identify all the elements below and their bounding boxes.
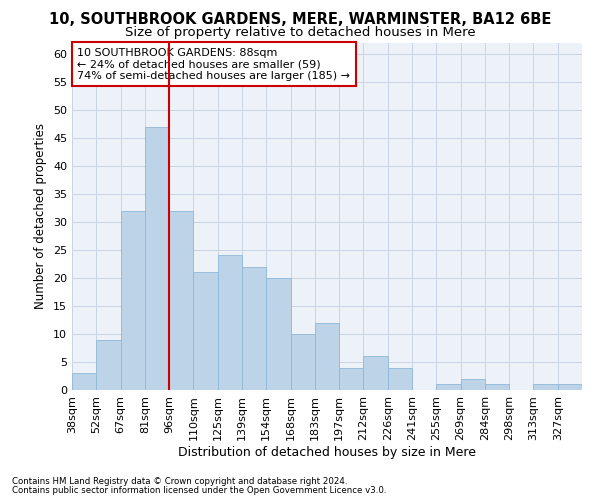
Bar xyxy=(193,272,218,390)
Bar xyxy=(436,384,461,390)
Y-axis label: Number of detached properties: Number of detached properties xyxy=(34,123,47,309)
Text: Contains public sector information licensed under the Open Government Licence v3: Contains public sector information licen… xyxy=(12,486,386,495)
Bar xyxy=(96,340,121,390)
Bar xyxy=(145,126,169,390)
Bar xyxy=(218,256,242,390)
Bar xyxy=(169,210,193,390)
Bar xyxy=(533,384,558,390)
Bar xyxy=(72,373,96,390)
Text: 10 SOUTHBROOK GARDENS: 88sqm
← 24% of detached houses are smaller (59)
74% of se: 10 SOUTHBROOK GARDENS: 88sqm ← 24% of de… xyxy=(77,48,350,81)
Bar xyxy=(242,266,266,390)
Bar xyxy=(315,322,339,390)
X-axis label: Distribution of detached houses by size in Mere: Distribution of detached houses by size … xyxy=(178,446,476,458)
Bar xyxy=(485,384,509,390)
Bar xyxy=(339,368,364,390)
Text: Contains HM Land Registry data © Crown copyright and database right 2024.: Contains HM Land Registry data © Crown c… xyxy=(12,477,347,486)
Bar xyxy=(266,278,290,390)
Bar xyxy=(461,379,485,390)
Bar xyxy=(364,356,388,390)
Text: 10, SOUTHBROOK GARDENS, MERE, WARMINSTER, BA12 6BE: 10, SOUTHBROOK GARDENS, MERE, WARMINSTER… xyxy=(49,12,551,28)
Bar xyxy=(121,210,145,390)
Bar xyxy=(558,384,582,390)
Bar xyxy=(290,334,315,390)
Text: Size of property relative to detached houses in Mere: Size of property relative to detached ho… xyxy=(125,26,475,39)
Bar xyxy=(388,368,412,390)
